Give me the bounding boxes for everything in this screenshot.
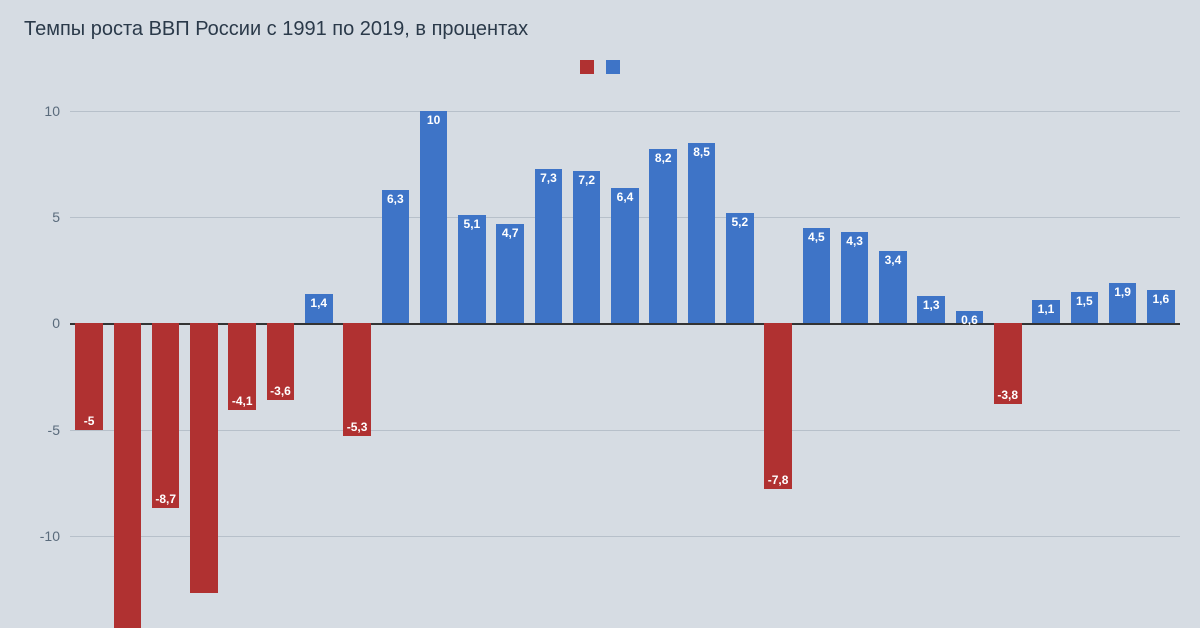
bar: 4,5 [803, 228, 831, 324]
bar: 1,1 [1032, 300, 1060, 323]
bar: 1,3 [917, 296, 945, 324]
bar-value-label: -3,8 [994, 388, 1022, 402]
gridline [70, 111, 1180, 112]
bar: 1,6 [1147, 290, 1175, 324]
chart-title: Темпы роста ВВП России с 1991 по 2019, в… [24, 18, 528, 41]
bar-value-label: -4,1 [228, 394, 256, 408]
y-tick-label: 10 [44, 103, 60, 119]
gridline [70, 536, 1180, 537]
bar-value-label: 3,4 [879, 253, 907, 267]
bar: 8,5 [688, 143, 716, 323]
bar: 10 [420, 111, 448, 323]
bar-value-label: 7,2 [573, 173, 601, 187]
bar-value-label: 5,2 [726, 215, 754, 229]
bar-value-label: 1,9 [1109, 285, 1137, 299]
bar-value-label: 8,5 [688, 145, 716, 159]
bar-value-label: -5,3 [343, 420, 371, 434]
bar-value-label: -8,7 [152, 492, 180, 506]
bar: 1,5 [1071, 292, 1099, 324]
bar: 0,6 [956, 311, 984, 324]
bar-value-label: -3,6 [267, 384, 295, 398]
bar-value-label: 1,6 [1147, 292, 1175, 306]
y-tick-label: 5 [52, 209, 60, 225]
bar: 4,3 [841, 232, 869, 323]
legend-swatch-positive [606, 60, 620, 74]
bar-value-label: 1,4 [305, 296, 333, 310]
bar: -3,6 [267, 323, 295, 399]
y-tick-label: -10 [40, 528, 60, 544]
bar: 6,3 [382, 190, 410, 324]
bar-value-label: 4,3 [841, 234, 869, 248]
bar [114, 323, 142, 628]
bar: 8,2 [649, 149, 677, 323]
bar [190, 323, 218, 593]
bar-value-label: 1,1 [1032, 302, 1060, 316]
bar: -8,7 [152, 323, 180, 508]
bar-value-label: 10 [420, 113, 448, 127]
bar-value-label: 1,5 [1071, 294, 1099, 308]
bar: 1,4 [305, 294, 333, 324]
bar-value-label: 0,6 [956, 313, 984, 327]
y-tick-label: 0 [52, 315, 60, 331]
chart-area: 1050-5-10-5-8,7-4,1-3,61,4-5,36,3105,14,… [70, 90, 1180, 610]
bar: 3,4 [879, 251, 907, 323]
gridline [70, 430, 1180, 431]
bar: 7,2 [573, 171, 601, 324]
bar-value-label: 4,5 [803, 230, 831, 244]
bar-value-label: 8,2 [649, 151, 677, 165]
y-tick-label: -5 [48, 422, 60, 438]
bar: -4,1 [228, 323, 256, 410]
legend [0, 58, 1200, 76]
bar: 7,3 [535, 169, 563, 324]
bar: -3,8 [994, 323, 1022, 404]
bar-value-label: 6,4 [611, 190, 639, 204]
bar-value-label: 5,1 [458, 217, 486, 231]
bar: 1,9 [1109, 283, 1137, 323]
bar: -5,3 [343, 323, 371, 435]
bar-value-label: 7,3 [535, 171, 563, 185]
bar: 5,1 [458, 215, 486, 323]
bar-value-label: -5 [75, 414, 103, 428]
bar-value-label: 6,3 [382, 192, 410, 206]
bar: -7,8 [764, 323, 792, 489]
bar: 6,4 [611, 188, 639, 324]
bar-value-label: -7,8 [764, 473, 792, 487]
bar: 4,7 [496, 224, 524, 324]
bar-value-label: 4,7 [496, 226, 524, 240]
bar-value-label: 1,3 [917, 298, 945, 312]
legend-swatch-negative [580, 60, 594, 74]
bar: -5 [75, 323, 103, 429]
bar: 5,2 [726, 213, 754, 323]
